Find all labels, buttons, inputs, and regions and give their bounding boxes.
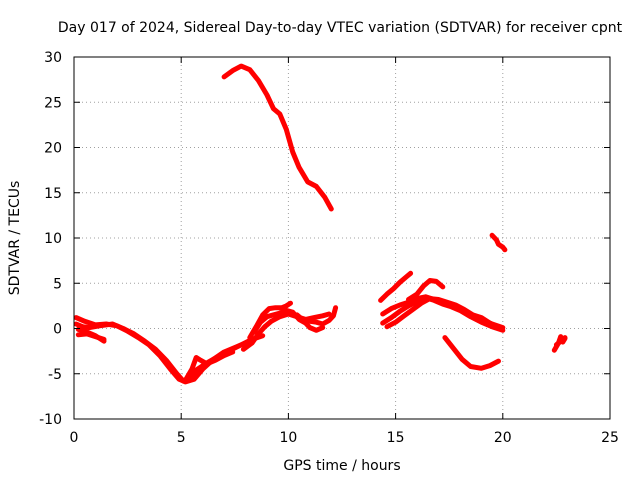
y-tick-label: 25 xyxy=(44,95,62,111)
series-arc-17 xyxy=(489,232,508,253)
y-tick-label: 10 xyxy=(44,231,62,247)
series-arc-9 xyxy=(294,305,339,327)
series-arc-10 xyxy=(221,63,334,212)
series-arc-15 xyxy=(406,278,446,302)
y-axis-label: SDTVAR / TECUs xyxy=(7,181,23,296)
data-series xyxy=(73,63,568,385)
chart-title: Day 017 of 2024, Sidereal Day-to-day VTE… xyxy=(58,20,623,36)
series-arc-13 xyxy=(380,295,506,333)
series-arc-19 xyxy=(553,335,568,348)
series-arc-16 xyxy=(442,335,501,371)
x-axis-label: GPS time / hours xyxy=(283,458,400,474)
series-arc-11 xyxy=(378,270,414,303)
series-arc-8 xyxy=(251,307,326,335)
series-arc-6 xyxy=(240,311,332,352)
x-tick-label: 25 xyxy=(601,430,619,446)
y-tick-label: 15 xyxy=(44,186,62,202)
y-tick-label: -5 xyxy=(48,367,62,383)
y-tick-label: -10 xyxy=(39,412,62,428)
series-arc-4 xyxy=(75,331,107,342)
grid xyxy=(74,57,610,419)
y-tick-label: 30 xyxy=(44,50,62,66)
series-arc-14 xyxy=(384,296,501,331)
y-tick-label: 5 xyxy=(53,276,62,292)
x-tick-label: 0 xyxy=(70,430,79,446)
y-tick-label: 20 xyxy=(44,141,62,157)
axis-ticks: 0 5 10 15 20 25 -10 -5 0 5 10 15 20 25 30 xyxy=(39,50,619,446)
x-tick-label: 5 xyxy=(177,430,186,446)
x-tick-label: 15 xyxy=(387,430,405,446)
series-arc-5 xyxy=(183,349,236,383)
x-tick-label: 20 xyxy=(494,430,512,446)
x-tick-label: 10 xyxy=(279,430,297,446)
y-tick-label: 0 xyxy=(53,322,62,338)
